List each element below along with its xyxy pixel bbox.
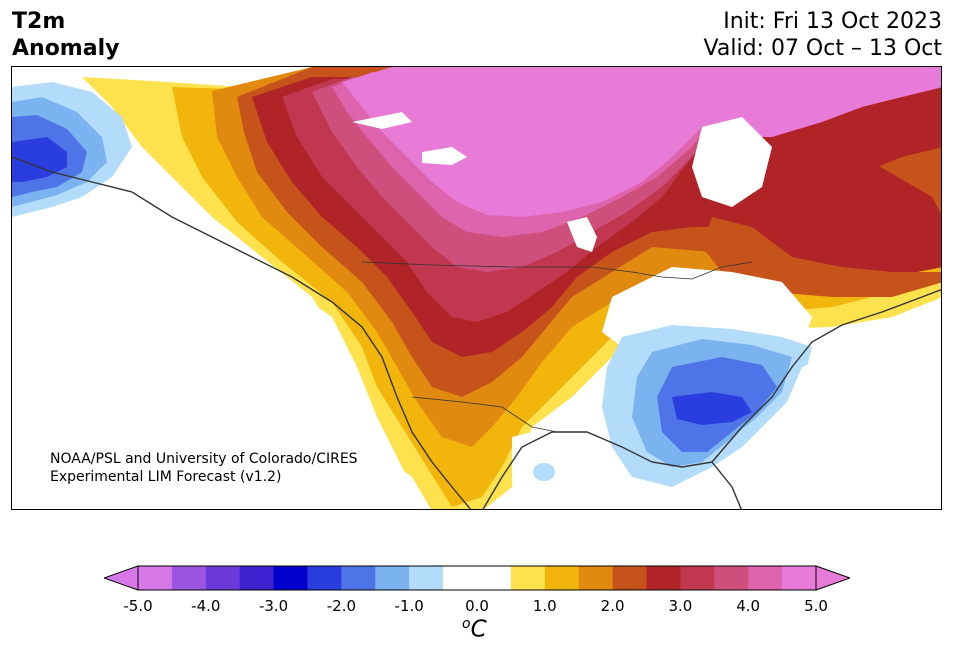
unit-degree: o [462,616,471,632]
colorbar-segment [714,566,749,590]
colorbar-segment [578,566,614,590]
colorbar-segment [409,566,444,590]
anomaly-map: NOAA/PSL and University of Colorado/CIRE… [11,66,942,510]
title-line-2: Anomaly [12,36,120,61]
colorbar-segment [205,566,241,590]
colorbar [104,565,850,591]
hudson-bay [692,117,772,207]
ocean-neutral-atlantic [713,332,941,509]
coastline-east [711,289,941,463]
colorbar-segment [646,566,681,590]
colorbar-segment [171,566,207,590]
colorbar-segment [138,566,173,590]
colorbar-segment [510,566,546,590]
lake-winnipeg [567,217,597,252]
unit-celsius: C [470,616,487,643]
forecast-dates: Init: Fri 13 Oct 2023 Valid: 07 Oct – 13… [704,8,942,62]
colorbar-tick-label: 1.0 [532,597,557,615]
colorbar-tick-label: 2.0 [600,597,625,615]
colorbar-segment [748,566,783,590]
colorbar-tick-label: -1.0 [394,597,424,615]
colorbar-segment [782,566,817,590]
colorbar-tick-label: -3.0 [258,597,289,615]
colorbar-segment [544,566,580,590]
colorbar-outline [137,565,817,591]
colorbar-tick-label: -5.0 [123,597,153,615]
canada-us-border [361,261,753,280]
colorbar-tick-label: 0.0 [465,597,489,615]
colorbar-tick-label: -4.0 [191,597,221,615]
us-mexico-border [411,396,558,433]
title-line-1: T2m [12,9,66,34]
ocean-neutral-pacific [12,187,422,509]
colorbar-segment [273,566,308,590]
map-title: T2m Anomaly [12,8,119,62]
colorbar-segment [477,566,512,590]
colorbar-segment [307,566,342,590]
anomaly-neutral-mexico [512,427,642,509]
colorbar-tick-label: 5.0 [804,597,828,615]
anomaly-quebec-orange [702,217,941,297]
lake-athabasca [422,147,467,165]
credit-line-2: Experimental LIM Forecast (v1.2) [50,469,282,485]
colorbar-unit: oC [462,616,487,643]
colorbar-segment [680,566,715,590]
anomaly-deep-blue-se [672,392,752,425]
valid-range: Valid: 07 Oct – 13 Oct [703,36,942,61]
coastline-west [12,156,472,509]
colorbar-tick-label: 3.0 [668,597,693,615]
coastline-gulf [482,431,742,509]
credit-line-1: NOAA/PSL and University of Colorado/CIRE… [50,451,358,467]
init-date: Init: Fri 13 Oct 2023 [723,9,942,34]
colorbar-segment [443,566,478,590]
colorbar-segment [239,566,275,590]
anomaly-pink-zone [342,67,941,217]
colorbar-tick-label: 4.0 [736,597,761,615]
colorbar-segment [612,566,647,590]
colorbar-segment [375,566,410,590]
colorbar-tick-label: -2.0 [326,597,357,615]
anomaly-deep-blue-ak [12,137,67,182]
anomaly-quebec-red [732,147,941,277]
anomaly-light-blue-mexico [533,463,555,481]
credit-text: NOAA/PSL and University of Colorado/CIRE… [50,450,358,486]
colorbar-extend-low [104,565,139,591]
map-canvas [12,67,941,509]
colorbar-extend-high [815,565,850,591]
colorbar-segment [341,566,376,590]
great-slave-lake [352,112,412,129]
